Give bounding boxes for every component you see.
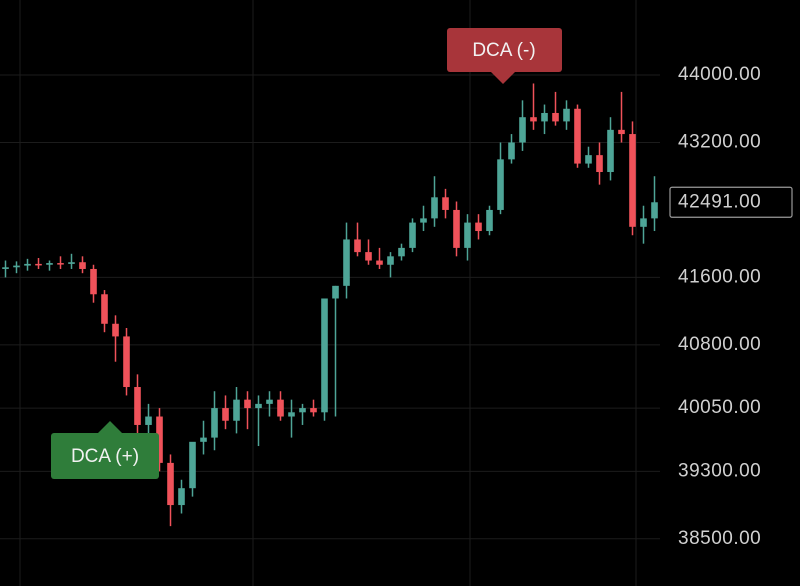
candle-body xyxy=(112,323,119,337)
candle-body xyxy=(607,129,614,173)
candle-body xyxy=(266,399,273,404)
candle-body xyxy=(530,117,537,122)
candle-body xyxy=(651,202,658,219)
candle-body xyxy=(321,298,328,413)
candle-body xyxy=(629,134,636,227)
candles xyxy=(2,83,658,527)
candle-body xyxy=(574,108,581,164)
candle-body xyxy=(431,197,438,219)
candle-body xyxy=(343,239,350,286)
dca-plus-badge: DCA (+) xyxy=(51,421,159,479)
candle-body xyxy=(552,112,559,122)
y-tick-label: 41600.00 xyxy=(678,266,761,287)
candle-body xyxy=(57,263,64,265)
y-tick-label: 40050.00 xyxy=(678,397,761,418)
price-axis: 44000.00 43200.00 41600.00 40800.00 40050.00… xyxy=(669,64,793,549)
candle-body xyxy=(189,441,196,489)
candle-body xyxy=(123,336,130,388)
badge-box xyxy=(447,28,562,72)
candle-body xyxy=(255,403,262,409)
candle-body xyxy=(497,159,504,210)
candle-body xyxy=(354,239,361,253)
grid xyxy=(0,0,660,586)
candle-body xyxy=(211,408,218,438)
annotations: DCA (+) DCA (-) xyxy=(51,28,562,479)
candle-body xyxy=(409,222,416,248)
candle-body xyxy=(387,256,394,265)
candle-body xyxy=(640,218,647,227)
candle-body xyxy=(519,117,526,143)
candle-body xyxy=(79,262,86,269)
candle-body xyxy=(222,408,229,421)
candle-body xyxy=(541,112,548,122)
dca-minus-badge: DCA (-) xyxy=(447,28,562,84)
candle-body xyxy=(167,462,174,506)
candle-body xyxy=(310,408,317,413)
candle-body xyxy=(508,142,515,160)
candle-body xyxy=(156,416,163,463)
candle-body xyxy=(35,263,42,266)
candle-body xyxy=(486,209,493,232)
candle-body xyxy=(288,412,295,417)
candle-body xyxy=(68,262,75,264)
last-price-label: 42491.00 xyxy=(678,191,761,212)
y-tick-label: 40800.00 xyxy=(678,334,761,355)
badge-text: DCA (-) xyxy=(472,40,535,61)
candle-body xyxy=(376,260,383,265)
candle-body xyxy=(563,108,570,122)
badge-box xyxy=(51,433,159,479)
candle-body xyxy=(277,399,284,417)
candle-body xyxy=(464,222,471,248)
candle-body xyxy=(200,437,207,442)
candle-body xyxy=(299,408,306,413)
candle-body xyxy=(244,399,251,409)
candle-body xyxy=(398,247,405,257)
candle-body xyxy=(101,294,108,324)
candle-body xyxy=(13,265,20,268)
candle-body xyxy=(585,155,592,164)
y-tick-label: 43200.00 xyxy=(678,132,761,153)
candle-body xyxy=(233,399,240,421)
candle-body xyxy=(46,263,53,265)
badge-pointer xyxy=(98,421,122,433)
candle-body xyxy=(24,263,31,266)
y-tick-label: 39300.00 xyxy=(678,460,761,481)
candle-body xyxy=(178,488,185,506)
candle-body xyxy=(475,222,482,232)
y-tick-label: 44000.00 xyxy=(678,64,761,85)
candle-body xyxy=(596,155,603,173)
candle-body xyxy=(2,267,9,269)
candle-body xyxy=(365,252,372,261)
last-price-box xyxy=(669,186,793,218)
candle-body xyxy=(145,416,152,425)
candle-body xyxy=(420,218,427,223)
candle-body xyxy=(453,209,460,248)
candle-body xyxy=(618,129,625,135)
candle-body xyxy=(134,387,141,425)
badge-text: DCA (+) xyxy=(71,446,139,467)
candle-body xyxy=(442,197,449,210)
badge-pointer xyxy=(491,72,515,84)
y-tick-label: 38500.00 xyxy=(678,528,761,549)
candle-body xyxy=(90,268,97,295)
candle-body xyxy=(332,285,339,299)
